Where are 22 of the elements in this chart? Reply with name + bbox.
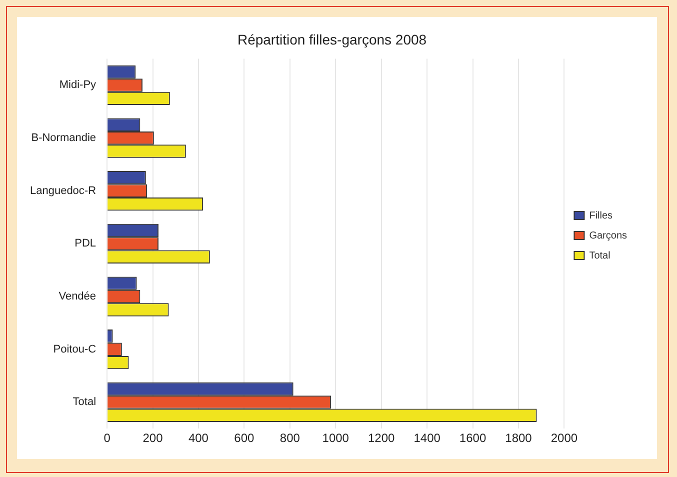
y-tick-label: Poitou-C bbox=[53, 343, 96, 356]
y-tick-label: Languedoc-R bbox=[30, 184, 96, 197]
x-tick-label: 0 bbox=[104, 431, 111, 446]
x-tick-label: 1200 bbox=[368, 431, 396, 446]
y-tick-label: PDL bbox=[74, 238, 96, 250]
chart-title: Répartition filles-garçons 2008 bbox=[237, 31, 427, 48]
y-tick-label: Vendée bbox=[58, 290, 96, 303]
x-tick-label: 800 bbox=[280, 431, 300, 446]
x-tick-label: 600 bbox=[234, 431, 255, 446]
x-tick-label: 200 bbox=[142, 431, 164, 446]
x-tick-label: 400 bbox=[188, 431, 209, 446]
x-tick-label: 1000 bbox=[322, 431, 350, 446]
x-tick-label: 1800 bbox=[505, 431, 532, 446]
legend-label: Garçons bbox=[589, 230, 628, 242]
y-tick-label: Midi-Py bbox=[59, 79, 97, 92]
x-tick-label: 2000 bbox=[550, 431, 578, 446]
legend-label: Filles bbox=[589, 210, 613, 222]
y-tick-label: Total bbox=[72, 396, 96, 408]
y-tick-label: B-Normandie bbox=[31, 132, 96, 144]
legend-label: Total bbox=[589, 250, 610, 262]
x-tick-label: 1400 bbox=[414, 431, 441, 446]
x-tick-label: 1600 bbox=[459, 431, 486, 446]
